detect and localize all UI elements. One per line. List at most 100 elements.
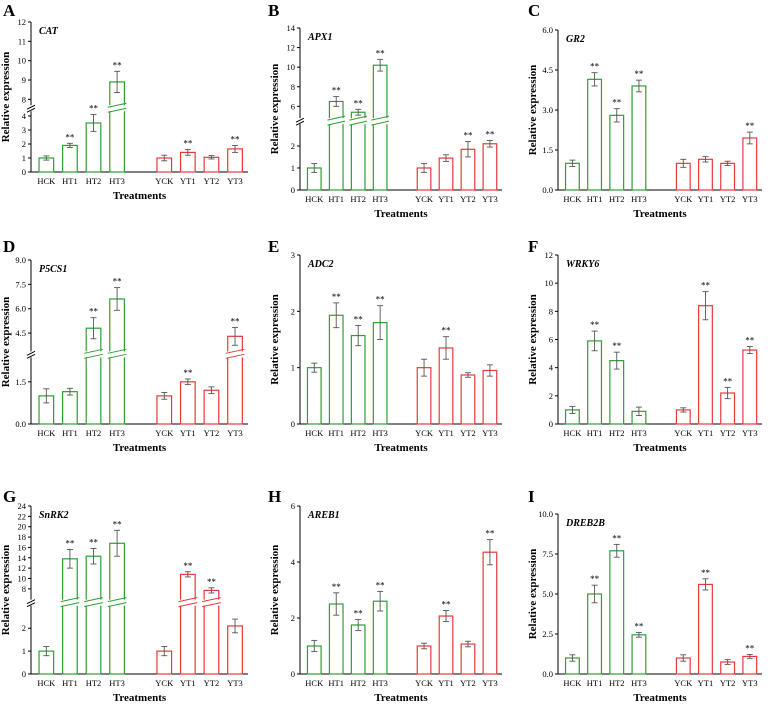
x-axis-title-f: Treatments <box>633 442 687 454</box>
bar-ht1-f <box>587 340 603 425</box>
bar-ht2-h <box>350 624 366 675</box>
bar-break-mark-b <box>349 115 368 121</box>
bar-break-gap-b <box>372 118 388 125</box>
x-tick-label-h: HT1 <box>328 678 344 688</box>
x-tick-label-f: YT1 <box>698 428 714 438</box>
gene-label-i: DREB2B <box>565 518 605 529</box>
x-tick-label-g: YT1 <box>180 678 196 688</box>
significance-mark-i: ** <box>701 568 711 578</box>
x-tick-label-d: HCK <box>37 428 56 438</box>
bar-break-mark-g <box>60 602 80 608</box>
bar-break-mark-b <box>327 120 346 126</box>
y-tick-label-b: 12 <box>287 43 296 53</box>
x-tick-label-i: HT1 <box>587 678 603 688</box>
y-tick-label-d: 1.5 <box>15 377 26 387</box>
bar-ht1-b <box>328 100 344 191</box>
x-tick-label-i: YT1 <box>698 678 714 688</box>
x-tick-label-d: HT2 <box>86 428 102 438</box>
bar-break-gap-d <box>226 351 244 358</box>
panel-d: D P5CS1 0.0 1.5 4.5 6.0 7.5 9.0 Relative express… <box>0 237 248 454</box>
x-tick-label-i: YT2 <box>720 678 736 688</box>
y-tick-label-a: 4 <box>22 111 27 121</box>
bar-yt1-c <box>697 158 713 191</box>
y-tick-label-a: 3 <box>22 125 26 135</box>
bar-ht3-b <box>372 64 388 191</box>
x-axis-title-b: Treatments <box>374 208 428 220</box>
bar-break-mark-g <box>107 602 127 608</box>
significance-mark-h: ** <box>376 580 386 590</box>
bar-yt2-a <box>203 156 220 173</box>
y-axis-title-i: Relative expression <box>527 549 539 640</box>
x-axis-title-h: Treatments <box>374 692 428 704</box>
panel-letter-d: D <box>3 237 15 256</box>
significance-mark-g: ** <box>89 537 99 547</box>
significance-mark-a: ** <box>231 134 241 144</box>
y-tick-label-c: 4.5 <box>542 65 553 75</box>
gene-label-h: AREB1 <box>307 510 340 521</box>
significance-mark-b: ** <box>332 86 342 96</box>
bar-break-mark-b <box>349 120 368 126</box>
x-tick-label-h: YT2 <box>460 678 476 688</box>
y-tick-label-a: 12 <box>18 17 27 27</box>
significance-mark-e: ** <box>332 292 342 302</box>
bar-yt3-e <box>482 369 498 425</box>
x-tick-label-g: YCK <box>155 678 174 688</box>
significance-mark-b: ** <box>354 98 364 108</box>
panel-c: C GR2 0.0 1.5 3.0 4.5 6.0 Relative expression HC… <box>527 1 762 220</box>
bar-ht2-g <box>85 555 102 675</box>
bar-break-mark-b <box>371 115 390 121</box>
bar-break-gap-g <box>203 599 220 606</box>
y-tick-label-f: 10 <box>545 278 554 288</box>
bar-ht2-c <box>609 114 625 191</box>
x-tick-label-h: YT1 <box>438 678 454 688</box>
y-tick-label-h: 4 <box>291 557 296 567</box>
x-tick-label-a: YCK <box>155 176 174 186</box>
y-tick-label-b: 10 <box>287 62 296 72</box>
y-tick-label-e: 1 <box>291 363 295 373</box>
x-tick-label-g: HT3 <box>109 678 125 688</box>
bar-break-mark-d <box>225 353 245 359</box>
y-tick-label-f: 2 <box>549 391 553 401</box>
bar-ht1-g <box>62 558 78 675</box>
significance-mark-a: ** <box>65 132 75 142</box>
bar-ht1-i <box>587 593 603 675</box>
y-tick-label-d: 0.0 <box>15 419 26 429</box>
axis-break-mark-a <box>26 107 36 113</box>
x-tick-label-h: HT3 <box>372 678 388 688</box>
bar-yt2-d <box>203 389 220 425</box>
bar-break-mark-g <box>107 597 127 603</box>
y-axis-title-a: Relative expression <box>0 52 12 143</box>
x-tick-label-e: YT2 <box>460 428 476 438</box>
y-axis-title-h: Relative expression <box>269 545 281 636</box>
gene-label-g: SnRK2 <box>39 510 68 521</box>
bar-ht3-c <box>631 85 647 191</box>
y-tick-label-g: 24 <box>18 501 27 511</box>
bar-break-mark-g <box>202 597 221 603</box>
y-tick-label-g: 22 <box>18 511 27 521</box>
significance-mark-a: ** <box>113 60 123 70</box>
bar-yt3-i <box>742 655 758 675</box>
x-tick-label-c: YT3 <box>742 194 758 204</box>
x-tick-label-g: HCK <box>37 678 56 688</box>
axis-break-mark-g <box>26 602 36 608</box>
bar-hck-e <box>306 367 322 425</box>
x-tick-label-b: YT1 <box>438 194 454 204</box>
bar-yck-h <box>416 645 432 675</box>
y-tick-label-b: 6 <box>291 101 295 111</box>
bar-break-mark-b <box>327 115 346 121</box>
bar-break-mark-d <box>84 348 103 354</box>
y-tick-label-g: 2 <box>22 623 26 633</box>
y-tick-label-g: 16 <box>18 542 27 552</box>
x-tick-label-e: HT3 <box>372 428 388 438</box>
panel-letter-b: B <box>268 1 279 20</box>
y-tick-label-f: 12 <box>545 250 554 260</box>
y-axis-title-f: Relative expression <box>527 294 539 385</box>
bar-yt2-c <box>720 162 736 191</box>
significance-mark-i: ** <box>590 574 600 584</box>
significance-mark-h: ** <box>332 582 342 592</box>
bar-ht3-i <box>631 634 647 675</box>
bar-break-mark-a <box>107 107 127 113</box>
y-tick-label-b: 0 <box>291 185 295 195</box>
bar-break-gap-g <box>85 599 102 606</box>
axis-break-mark-d <box>26 350 36 356</box>
